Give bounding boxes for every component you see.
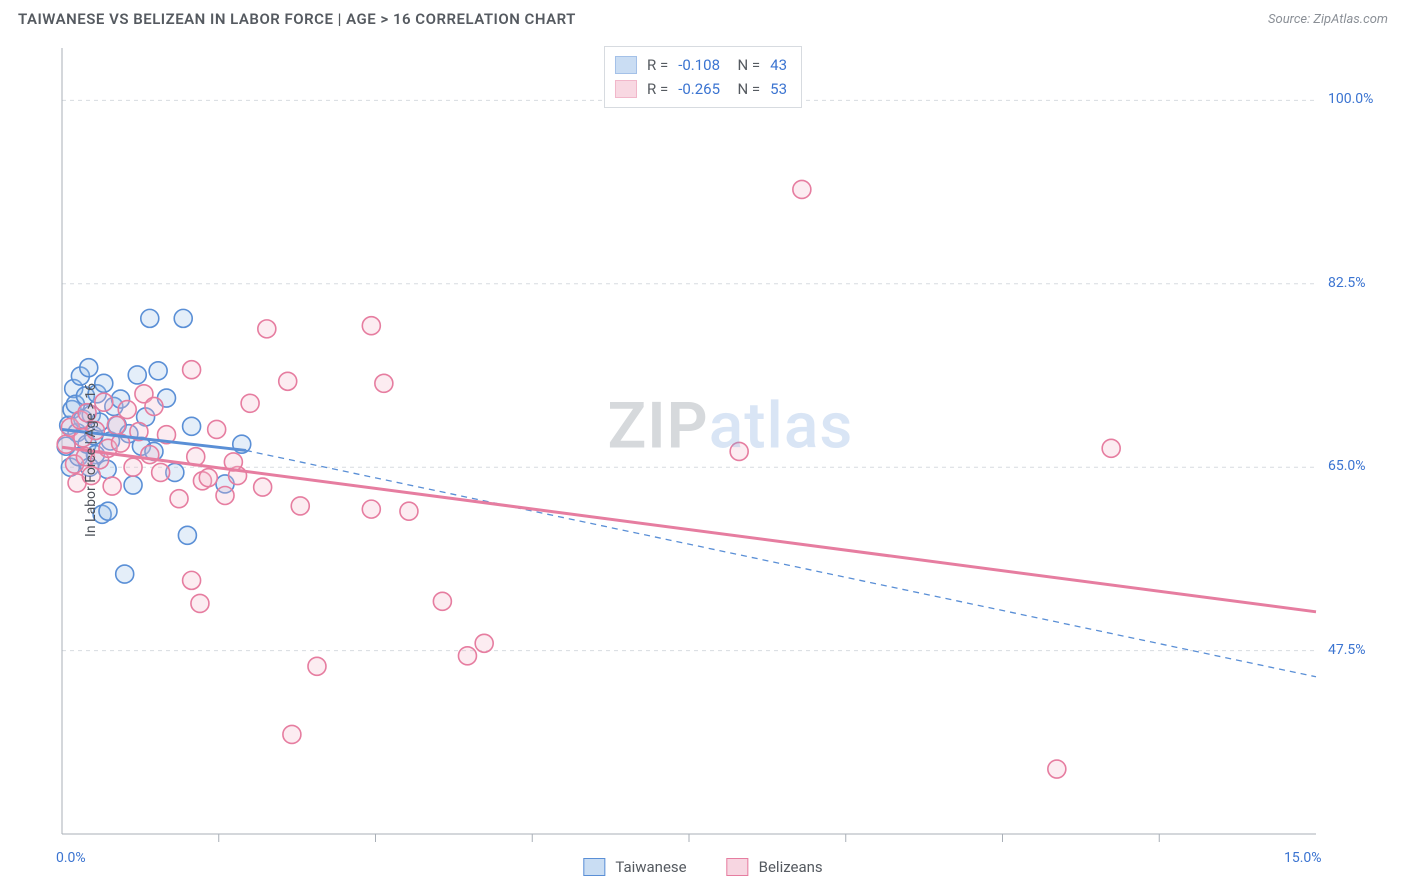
- series-legend: Taiwanese Belizeans: [583, 858, 822, 876]
- legend-label: Belizeans: [759, 858, 823, 876]
- axis-tick-label: 0.0%: [56, 850, 86, 866]
- legend-swatch: [615, 56, 637, 74]
- axis-tick-label: 100.0%: [1328, 91, 1373, 107]
- scatter-plot: [18, 40, 1388, 880]
- axis-tick-label: 15.0%: [1284, 850, 1322, 866]
- legend-swatch: [727, 858, 749, 876]
- correlation-legend: R = -0.108 N = 43R = -0.265 N = 53: [604, 46, 802, 108]
- legend-item: Taiwanese: [583, 858, 686, 876]
- correlation-row: R = -0.108 N = 43: [615, 53, 787, 77]
- source-attribution: Source: ZipAtlas.com: [1268, 12, 1388, 27]
- axis-tick-label: 82.5%: [1328, 275, 1366, 291]
- chart-title: TAIWANESE VS BELIZEAN IN LABOR FORCE | A…: [18, 10, 576, 28]
- correlation-row: R = -0.265 N = 53: [615, 77, 787, 101]
- legend-swatch: [583, 858, 605, 876]
- legend-item: Belizeans: [727, 858, 823, 876]
- y-axis-label: In Labor Force | Age > 16: [83, 383, 99, 537]
- axis-tick-label: 47.5%: [1328, 642, 1366, 658]
- axis-tick-label: 65.0%: [1328, 458, 1366, 474]
- legend-label: Taiwanese: [615, 858, 686, 876]
- legend-swatch: [615, 80, 637, 98]
- chart-area: In Labor Force | Age > 16 ZIPatlas R = -…: [18, 40, 1388, 880]
